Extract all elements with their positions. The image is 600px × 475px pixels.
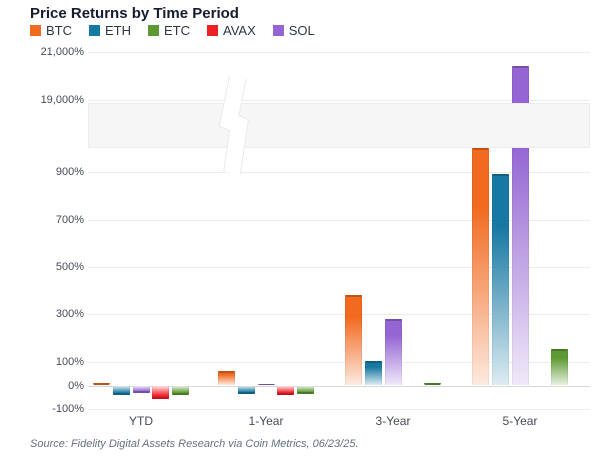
source-note: Source: Fidelity Digital Assets Research… <box>30 438 359 450</box>
gridline-21000 <box>88 52 590 53</box>
legend: BTC ETH ETC AVAX SOL <box>30 23 315 38</box>
bar-avax-1-year <box>277 385 295 395</box>
legend-label-eth: ETH <box>105 23 131 38</box>
gridline--100 <box>88 409 590 411</box>
btc-color-swatch <box>30 25 41 36</box>
axis-break-band <box>88 103 590 149</box>
y-axis-tick-label: 900% <box>55 166 84 178</box>
sol-color-swatch <box>272 25 284 36</box>
bar-etc-ytd <box>171 385 189 395</box>
x-axis-label-ytd: YTD <box>129 414 153 428</box>
bar-etc-5-year <box>550 348 568 386</box>
y-axis-tick-label: -100% <box>52 403 84 416</box>
legend-label-btc: BTC <box>46 23 72 38</box>
gridline-900 <box>88 172 590 173</box>
bar-eth-5-year <box>491 174 509 386</box>
x-axis-label-5-year: 5-Year <box>502 414 538 428</box>
bar-eth-ytd <box>112 385 130 395</box>
bar-etc-1-year <box>296 385 314 394</box>
bar-btc-3-year <box>345 295 363 386</box>
y-axis-tick-label: 500% <box>55 260 84 273</box>
x-axis-label-3-year: 3-Year <box>375 414 411 428</box>
bar-btc-1-year <box>218 371 236 386</box>
etc-color-swatch <box>148 25 159 36</box>
legend-label-etc: ETC <box>164 23 190 38</box>
chart-title: Price Returns by Time Period <box>30 5 239 22</box>
legend-item-avax: AVAX <box>207 23 256 38</box>
y-axis-tick-label: 100% <box>55 355 84 368</box>
bar-avax-ytd <box>152 385 170 399</box>
bar-etc-3-year <box>423 383 441 386</box>
legend-item-btc: BTC <box>30 23 72 38</box>
legend-item-eth: ETH <box>89 23 131 38</box>
legend-item-sol: SOL <box>272 23 315 38</box>
y-axis-tick-label: 19,000% <box>40 94 84 106</box>
avax-color-swatch <box>207 25 218 36</box>
x-axis-label-1-year: 1-Year <box>248 414 284 428</box>
eth-color-swatch <box>89 25 100 36</box>
bar-eth-1-year <box>237 385 255 394</box>
legend-label-avax: AVAX <box>223 23 256 38</box>
y-axis-tick-label: 300% <box>55 308 84 321</box>
bar-eth-3-year <box>364 360 382 386</box>
bar-sol-1-year <box>257 384 275 386</box>
y-axis-tick-label: 700% <box>55 213 84 226</box>
gridline-19000 <box>88 100 590 101</box>
bar-btc-5-year <box>472 148 490 386</box>
legend-label-sol: SOL <box>288 23 315 38</box>
gridline-700 <box>88 219 590 221</box>
gridline-300 <box>88 314 590 316</box>
gridline-100 <box>88 361 590 363</box>
bar-btc-ytd <box>93 383 111 386</box>
legend-item-etc: ETC <box>148 23 190 38</box>
gridline-500 <box>88 266 590 268</box>
bar-sol-3-year <box>384 319 402 386</box>
y-axis-tick-label: 0% <box>68 379 84 392</box>
gridline-0 <box>88 385 590 387</box>
bar-sol-ytd <box>132 385 150 393</box>
y-axis-tick-label: 21,000% <box>40 46 84 58</box>
